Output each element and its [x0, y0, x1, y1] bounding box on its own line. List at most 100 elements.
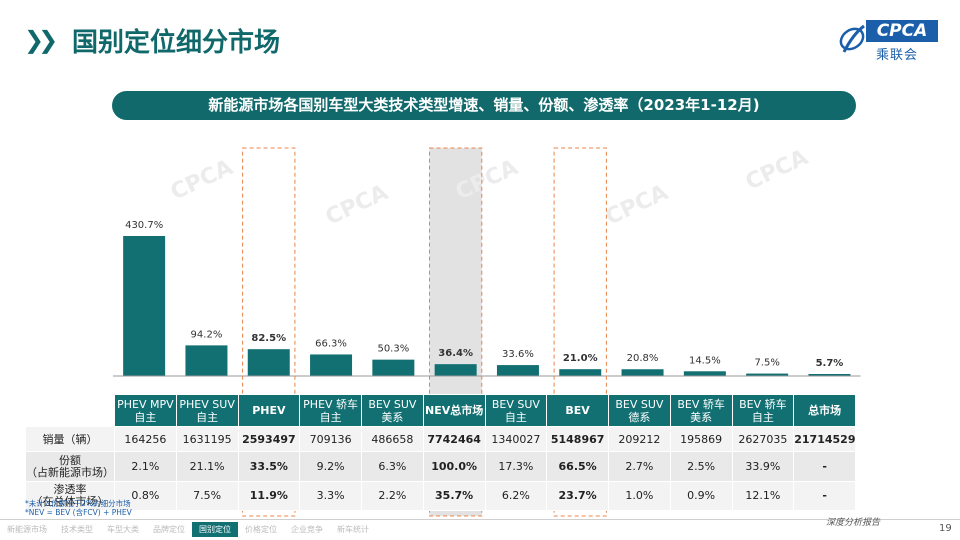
cpca-logo-icon [839, 24, 865, 53]
bar [808, 374, 851, 376]
table-cell: 23.7% [546, 481, 609, 511]
table-column-header: BEV [546, 394, 609, 427]
chevron-right-icon: ❯❯ [24, 26, 58, 54]
chart-title-banner: 新能源市场各国别车型大类技术类型增速、销量、份额、渗透率（2023年1-12月) [112, 91, 856, 120]
bar-value-label: 94.2% [191, 329, 223, 340]
header-line: PHEV [252, 404, 286, 417]
header-line: BEV 轿车 [677, 397, 725, 411]
table-cell: 5148967 [546, 426, 609, 452]
header-line: PHEV SUV [179, 397, 235, 411]
footer-nav-item[interactable]: 技术类型 [61, 525, 93, 534]
header-line: BEV 轿车 [739, 397, 787, 411]
header-line: PHEV 轿车 [303, 397, 359, 411]
watermark: CPCA [452, 155, 522, 205]
table-cell: 486658 [361, 426, 424, 452]
table-column-header: PHEV MPV 自主 [114, 394, 177, 427]
row-label-line: （在总体市场） [31, 495, 109, 508]
watermark: CPCA [742, 145, 812, 195]
footer-tagline: 深度分析报告 [826, 518, 881, 528]
table-cell: 2.7% [608, 451, 671, 482]
table-cell: 2.2% [361, 481, 424, 511]
table-column-header: NEV总市场 [422, 394, 486, 427]
table-cell: 6.2% [484, 481, 548, 511]
header-line: 自主 [751, 410, 774, 424]
table-column-header: BEV SUV 自主 [484, 394, 548, 427]
bar-value-label: 50.3% [377, 344, 409, 355]
footer-nav-item[interactable]: 车型大类 [107, 525, 139, 534]
footer-nav-item[interactable]: 品牌定位 [153, 525, 185, 534]
table-row: 份额 （占新能源市场） 2.1% 21.1% 33.5% 9.2% 6.3% 100.0% 17… [25, 451, 856, 482]
header-line: 自主 [319, 410, 342, 424]
table-column-header: BEV SUV 美系 [361, 394, 424, 427]
table-cell: 33.5% [237, 451, 301, 482]
watermark: CPCA [322, 180, 392, 230]
watermark: CPCA [602, 180, 672, 230]
header-line: 自主 [504, 410, 527, 424]
bar-value-label: 7.5% [754, 358, 779, 369]
table-corner [25, 394, 115, 427]
footer-nav-item[interactable]: 企业竞争 [291, 525, 323, 534]
bar [372, 359, 415, 376]
table-cell: 3.3% [299, 481, 362, 511]
table-cell: 100.0% [422, 451, 486, 482]
table-cell: 2.5% [669, 451, 733, 482]
bar [746, 373, 789, 376]
row-label-line: 销量（辆） [42, 433, 98, 446]
table-column-header: PHEV 轿车 自主 [299, 394, 362, 427]
bar-value-label: 82.5% [251, 333, 286, 344]
footnote: *未计入份额低于2%的细分市场 [25, 499, 131, 508]
footnotes: *未计入份额低于2%的细分市场 *NEV = BEV (含FCV) + PHEV [25, 499, 132, 517]
table-cell: 0.8% [114, 481, 177, 511]
footer-nav-item[interactable]: 新能源市场 [7, 525, 47, 534]
bar-value-label: 20.8% [627, 353, 659, 364]
bar [185, 345, 228, 376]
footer-nav-item[interactable]: 新车统计 [337, 525, 369, 534]
table-cell: 9.2% [299, 451, 362, 482]
row-label: 销量（辆） [25, 426, 115, 452]
table-cell: 66.5% [546, 451, 609, 482]
table-cell: 17.3% [484, 451, 548, 482]
table-cell: - [793, 481, 856, 511]
logo-text: CPCA [866, 20, 938, 42]
table-column-header: BEV 轿车 自主 [731, 394, 795, 427]
page-number: 19 [939, 523, 952, 534]
bar-value-label: 5.7% [816, 358, 844, 369]
header-line: BEV [565, 404, 590, 417]
footer-nav-item[interactable]: 价格定位 [245, 525, 277, 534]
footer-nav-item[interactable]: 国别定位 [192, 522, 238, 537]
table-column-header: 总市场 [793, 394, 856, 427]
bar [247, 349, 290, 376]
header-line: 德系 [628, 410, 651, 424]
table-cell: 7742464 [422, 426, 486, 452]
footnote: *NEV = BEV (含FCV) + PHEV [25, 508, 132, 517]
header-line: NEV总市场 [425, 404, 484, 417]
table-cell: 1340027 [484, 426, 548, 452]
table-column-header: BEV SUV 德系 [608, 394, 671, 427]
table-cell: 1631195 [175, 426, 239, 452]
bar [310, 354, 353, 376]
row-label-line: 渗透率 [53, 483, 87, 496]
table-cell: 709136 [299, 426, 362, 452]
table-cell: 35.7% [422, 481, 486, 511]
row-label: 渗透率 （在总体市场） [25, 481, 115, 511]
row-label: 份额 （占新能源市场） [25, 451, 115, 482]
bar [683, 371, 726, 376]
bar [434, 364, 477, 376]
cpca-logo: CPCA 乘联会 [832, 20, 942, 63]
table-column-header: PHEV [237, 394, 301, 427]
table-cell: 164256 [114, 426, 177, 452]
table-cell: 209212 [608, 426, 671, 452]
bar [559, 369, 602, 376]
header-line: 自主 [196, 410, 219, 424]
table-cell: 11.9% [237, 481, 301, 511]
table-column-header: PHEV SUV 自主 [175, 394, 239, 427]
header-line: 美系 [381, 410, 404, 424]
table-cell: 195869 [669, 426, 733, 452]
table-cell: 6.3% [361, 451, 424, 482]
page-title: 国别定位细分市场 [72, 28, 281, 58]
header: ❯❯ 国别定位细分市场 CPCA 乘联会 [0, 0, 960, 70]
header-line: BEV SUV [615, 397, 664, 411]
table-cell: 2593497 [237, 426, 301, 452]
table-row: 销量（辆） 164256 1631195 2593497 709136 486658 774… [25, 426, 856, 452]
header-line: PHEV MPV [117, 397, 174, 411]
